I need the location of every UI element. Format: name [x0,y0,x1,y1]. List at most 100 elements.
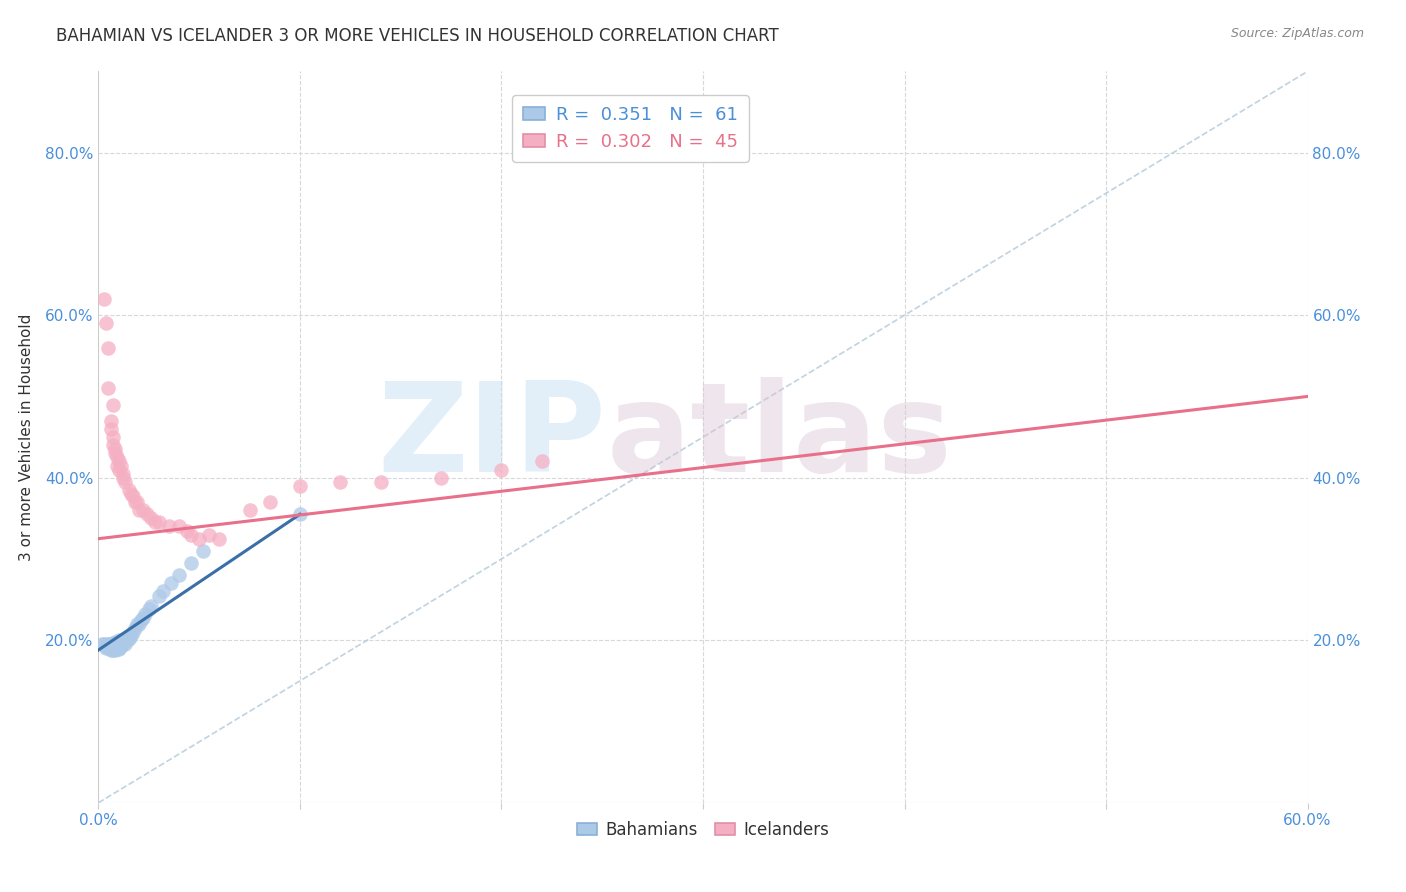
Point [152,584,174,599]
Point [530,454,553,468]
Point [148,516,170,530]
Point [138,602,160,616]
Point [111,636,134,650]
Point [288,479,311,493]
Point [111,471,134,485]
Point [118,632,141,646]
Point [97,381,120,395]
Point [107,462,129,476]
Point [111,633,134,648]
Point [157,519,180,533]
Point [239,503,262,517]
Point [114,475,136,489]
Point [120,629,142,643]
Point [96,640,118,654]
Point [124,621,146,635]
Point [93,636,115,650]
Point [105,637,128,651]
Point [105,640,128,655]
Point [329,475,352,489]
Point [105,639,128,653]
Legend: Bahamians, Icelanders: Bahamians, Icelanders [571,814,835,846]
Point [118,629,141,643]
Point [107,640,129,655]
Point [101,643,124,657]
Point [103,442,125,457]
Point [125,617,148,632]
Point [101,636,124,650]
Point [107,639,129,653]
Point [101,637,124,651]
Point [100,643,122,657]
Point [176,524,198,538]
Point [110,639,132,653]
Point [139,511,162,525]
Point [101,398,124,412]
Point [97,341,120,355]
Point [125,495,148,509]
Point [107,454,129,468]
Point [97,639,120,653]
Point [97,636,120,650]
Point [103,635,125,649]
Point [139,599,162,614]
Point [101,641,124,656]
Point [101,640,124,654]
Point [491,462,513,476]
Point [96,316,118,330]
Text: Source: ZipAtlas.com: Source: ZipAtlas.com [1230,27,1364,40]
Point [105,450,128,465]
Point [107,633,129,648]
Point [100,640,122,654]
Point [107,636,129,650]
Point [103,643,125,657]
Point [118,483,141,497]
Point [105,642,128,657]
Point [148,589,170,603]
Point [114,636,136,650]
Point [129,613,152,627]
Point [107,642,129,657]
Y-axis label: 3 or more Vehicles in Household: 3 or more Vehicles in Household [18,313,34,561]
Point [103,641,125,656]
Point [110,636,132,650]
Point [132,610,155,624]
Point [100,638,122,652]
Point [180,527,202,541]
Point [100,422,122,436]
Point [288,508,311,522]
Point [143,516,166,530]
Point [103,639,125,653]
Point [103,640,125,654]
Point [93,292,115,306]
Point [208,532,231,546]
Point [103,637,125,651]
Point [100,641,122,656]
Point [121,489,143,503]
Point [430,471,453,485]
Point [96,641,118,656]
Point [121,625,143,640]
Point [132,503,155,517]
Point [111,467,134,481]
Point [124,495,146,509]
Point [101,639,124,653]
Point [198,527,221,541]
Point [97,637,120,651]
Point [103,636,125,650]
Point [167,568,190,582]
Point [160,576,183,591]
Point [135,508,157,522]
Text: ZIP: ZIP [378,376,606,498]
Point [167,519,190,533]
Point [120,487,142,501]
Point [115,633,138,648]
Point [101,438,124,452]
Point [107,637,129,651]
Point [100,414,122,428]
Point [134,607,156,622]
Point [259,495,281,509]
Point [110,458,132,473]
Point [188,532,211,546]
Point [128,503,150,517]
